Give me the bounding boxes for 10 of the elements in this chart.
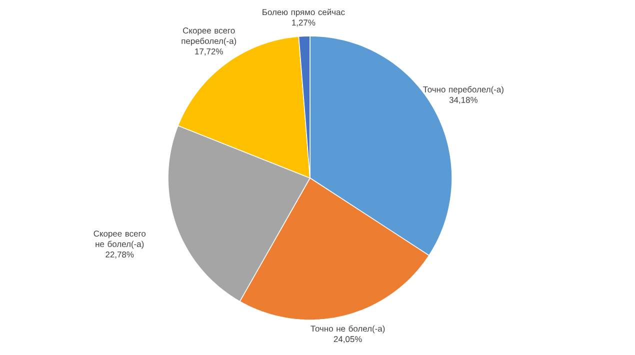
- data-label: 22,78%: [106, 252, 134, 259]
- data-label: 34,18%: [449, 96, 478, 104]
- data-label: 24,05%: [334, 336, 362, 344]
- data-label: 1,27%: [292, 20, 316, 27]
- slice-label: Скорее всего переболел(-а): [182, 28, 236, 46]
- data-label: 17,72%: [195, 48, 223, 56]
- slice-label: Точно не болел(-а): [310, 325, 385, 334]
- slice-label: Болею прямо сейчас: [262, 8, 345, 17]
- slice-label: Точно переболел(-а): [423, 86, 504, 94]
- slice-label: Скорее всего не болел(-а): [94, 230, 146, 249]
